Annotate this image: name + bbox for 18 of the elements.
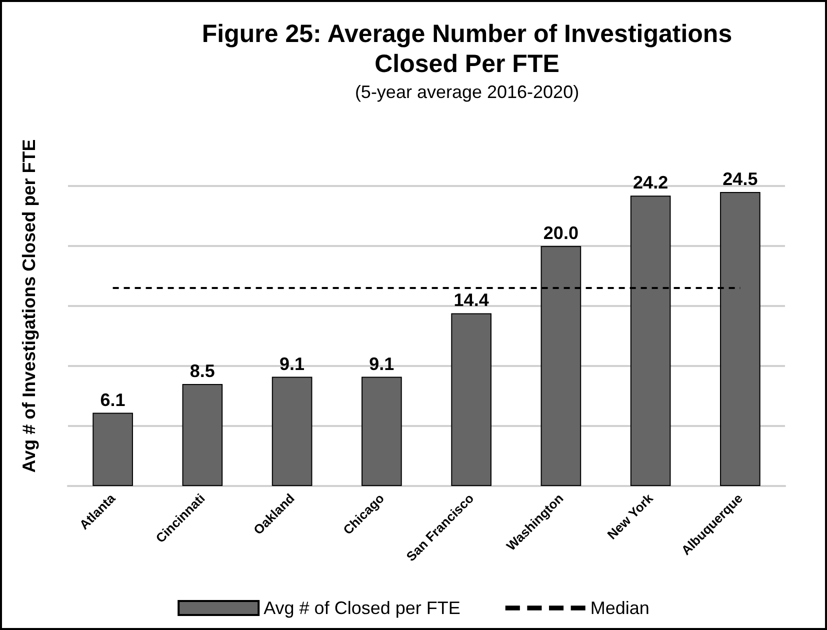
bar (362, 376, 402, 486)
chart-title: Figure 25: Average Number of Investigations Closed Per FTE (202, 20, 732, 78)
data-label: 14.4 (454, 290, 489, 310)
bar (272, 376, 312, 486)
data-label: 9.1 (369, 354, 394, 374)
bar (92, 412, 133, 486)
data-label: 8.5 (190, 361, 215, 381)
bar (182, 384, 223, 486)
chart-subtitle: (5-year average 2016-2020) (354, 82, 580, 102)
y-axis-title: Avg # of Investigations Closed per FTE (19, 139, 39, 473)
data-label: 24.5 (722, 169, 758, 189)
data-label: 24.2 (633, 172, 668, 193)
legend-label: Avg # of Closed per FTE (264, 598, 460, 618)
bar (451, 313, 492, 486)
data-label: 6.1 (100, 390, 126, 410)
legend-label: Median (590, 598, 650, 618)
data-label: 20.0 (543, 223, 578, 243)
data-label: 9.1 (280, 354, 305, 374)
